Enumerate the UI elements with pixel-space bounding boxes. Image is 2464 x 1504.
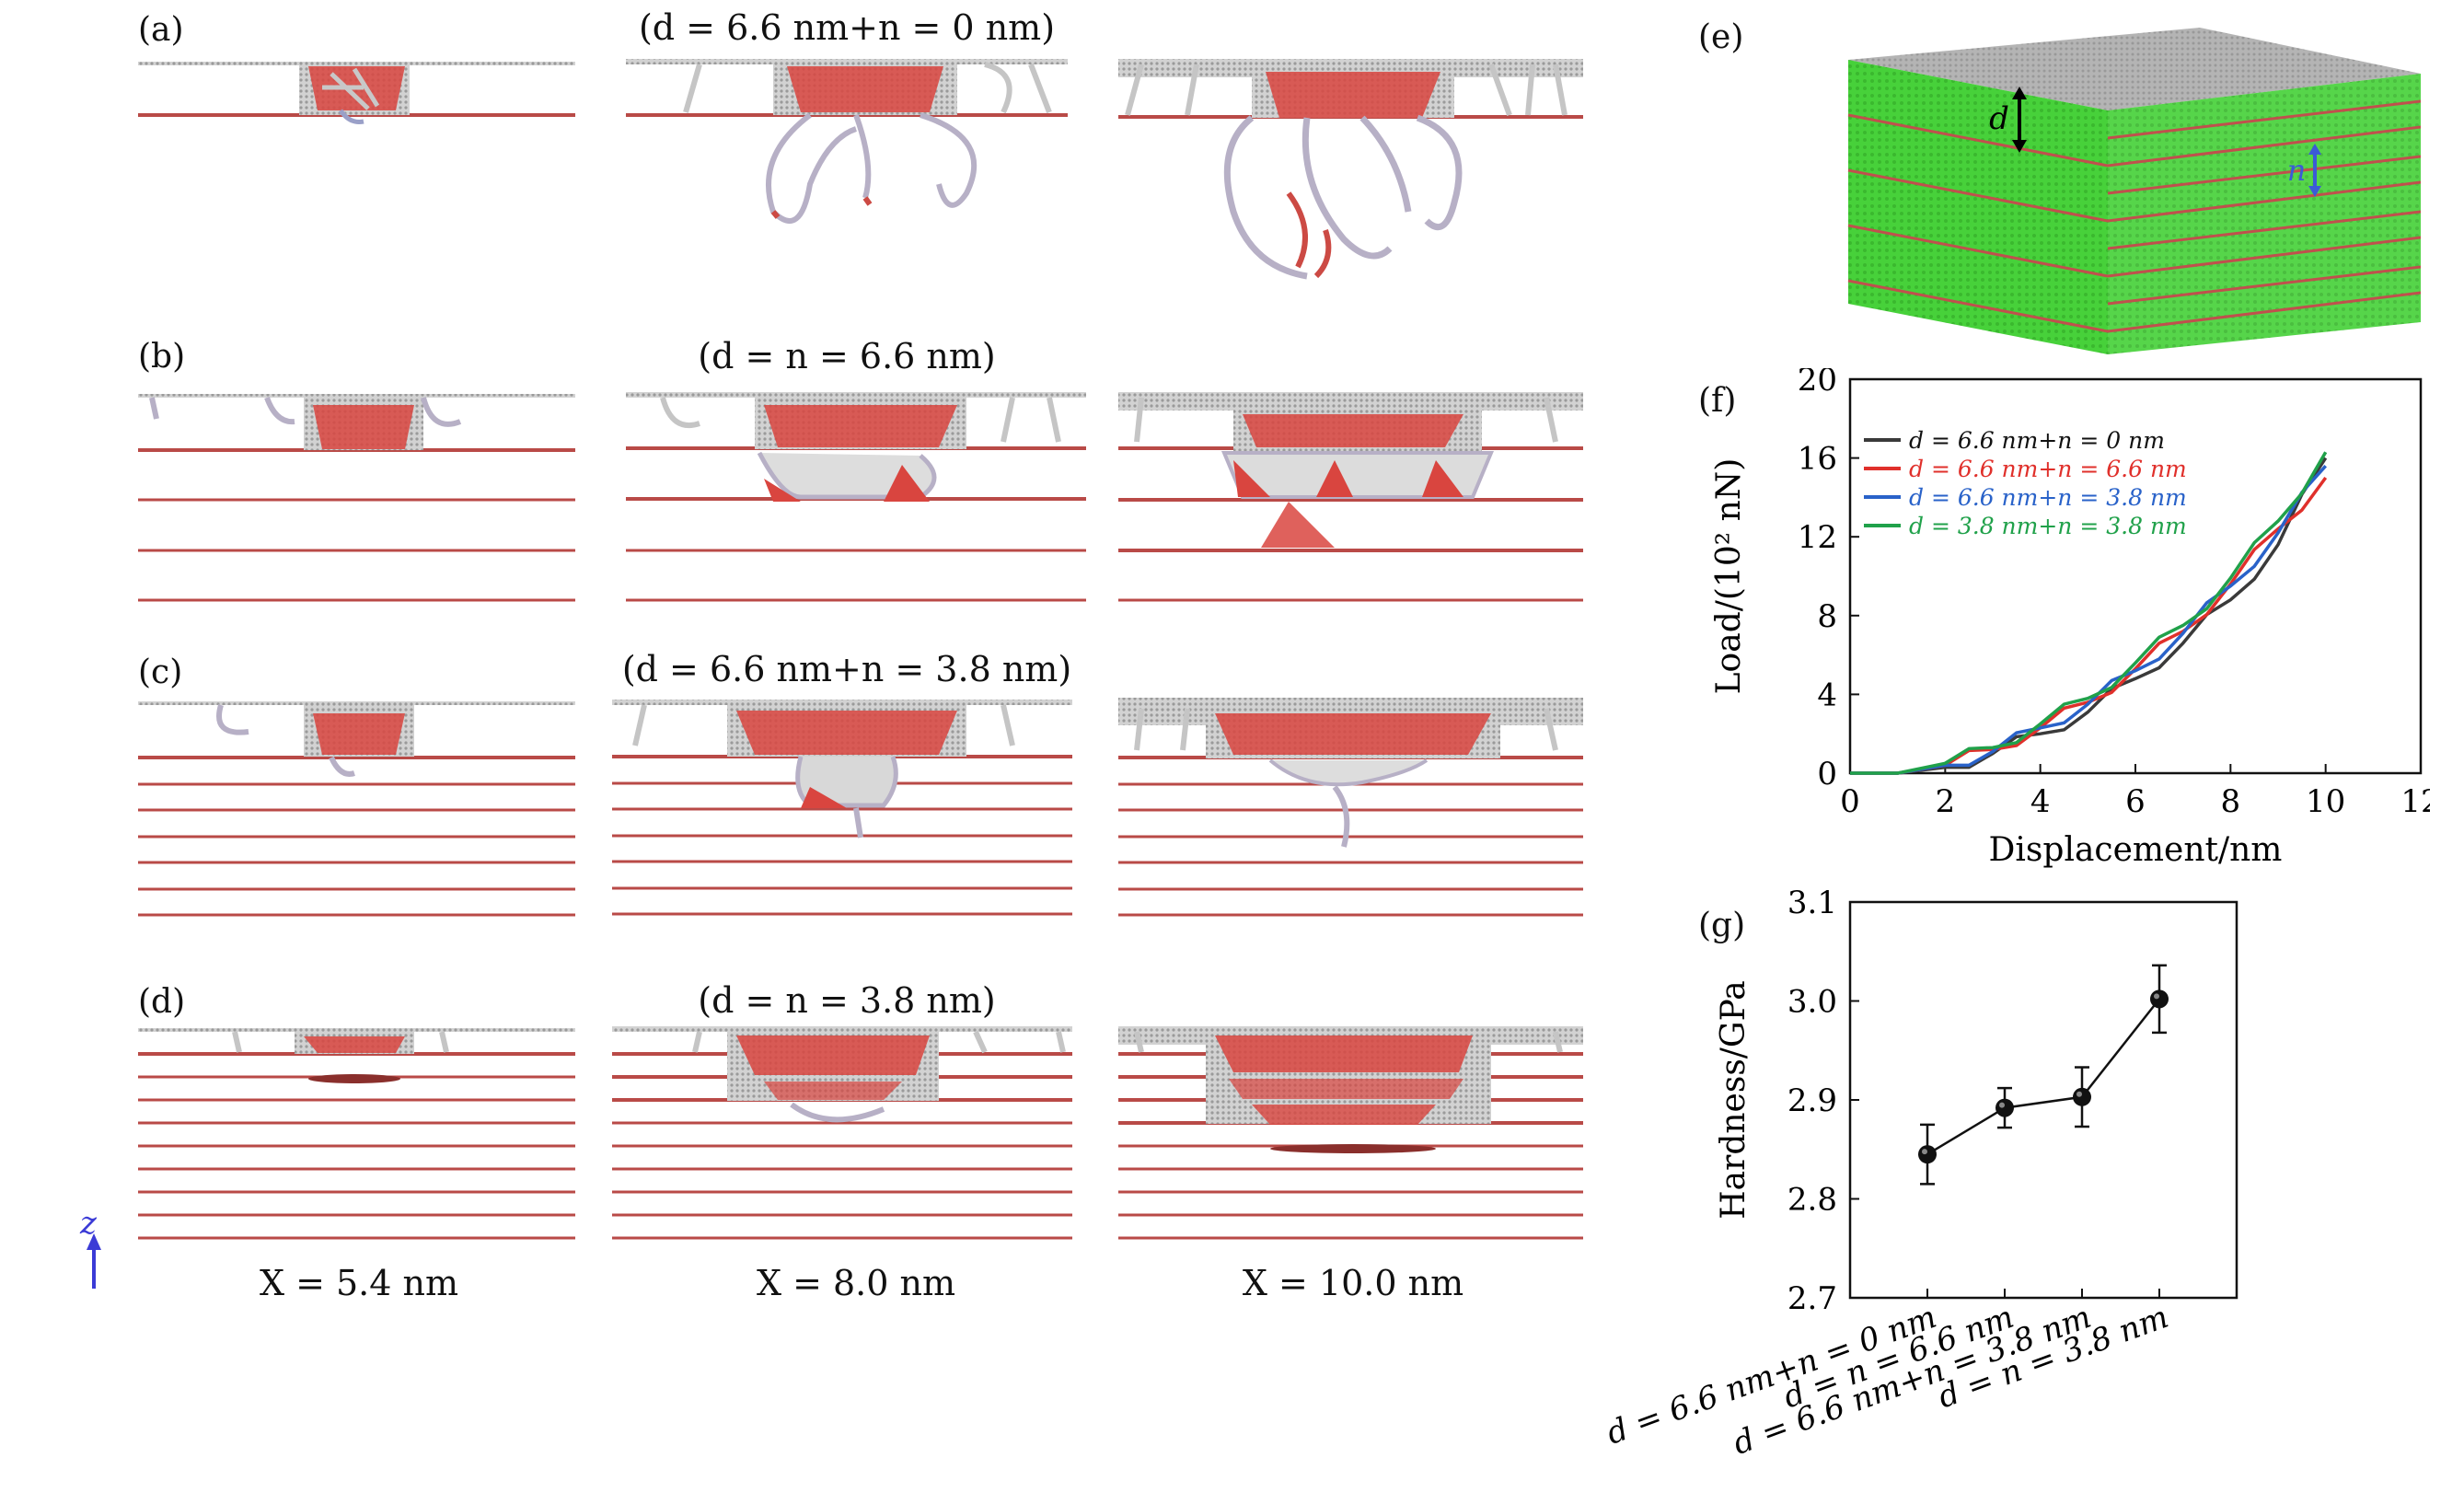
title-c: (d = 6.6 nm+n = 3.8 nm) [621,649,1072,689]
data-point-highlight [2076,1091,2082,1097]
data-point-highlight [2154,993,2159,1000]
y-tick-label: 0 [1817,756,1837,792]
data-point [2150,989,2169,1009]
snapshot-a-3 [1118,59,1583,280]
data-point [2073,1087,2091,1106]
snapshot-a-2 [626,59,1068,224]
legend-label: d = 6.6 nm+n = 0 nm [1909,427,2165,454]
axis-triad: z y x [59,1205,201,1289]
snapshot-c-3 [1118,698,1583,917]
series-line [1850,476,2328,775]
panel-label-a: (a) [138,11,184,49]
y-axis-title: Hardness/GPa [1715,980,1753,1220]
data-point-highlight [1999,1102,2005,1108]
load-displacement-chart: 024681012048121620 d = 6.6 nm+n = 0 nmd … [1710,368,2430,869]
y-tick-label: 8 [1817,598,1837,635]
plot-frame [1848,900,2238,1300]
series-line [1850,451,2328,775]
model-schematic: d n [1847,28,2421,354]
panel-label-g: (g) [1698,907,1746,944]
legend-label: d = 6.6 nm+n = 3.8 nm [1909,484,2187,511]
snapshot-c-1 [138,701,575,917]
legend-label: d = 6.6 nm+n = 6.6 nm [1909,456,2187,482]
y-axis-label: y [180,1286,201,1289]
snapshot-d-1 [138,1028,575,1240]
title-d: (d = n = 3.8 nm) [698,980,996,1021]
y-tick-label: 16 [1798,441,1837,478]
z-axis-label: z [79,1205,98,1242]
z-arrow-icon [87,1233,101,1250]
hardness-chart: 2.72.82.93.03.1d = 6.6 nm+n = 0 nmd = n … [1602,885,2238,1463]
legend: d = 6.6 nm+n = 0 nmd = 6.6 nm+n = 6.6 nm… [1864,427,2187,539]
x-axis-label: x [59,1286,76,1289]
snapshot-d-2 [612,1026,1072,1240]
x-tick-label: 10 [2306,783,2345,820]
snapshot-d-3 [1118,1026,1583,1240]
y-axis-title: Load/(10² nN) [1710,458,1748,695]
panel-label-e: (e) [1698,18,1744,56]
y-tick-label: 2.8 [1787,1182,1837,1219]
x-tick-label: 8 [2221,783,2241,820]
caption-col-3: X = 10.0 nm [1242,1263,1464,1303]
legend-label: d = 3.8 nm+n = 3.8 nm [1909,513,2187,539]
data-point [1995,1098,2014,1117]
d-label: d [1989,100,2009,137]
n-label: n [2287,153,2307,188]
x-tick-label: 0 [1840,783,1860,820]
y-tick-label: 3.1 [1787,885,1837,921]
x-tick-label: 12 [2400,783,2430,820]
series-line [1926,998,2160,1156]
panel-label-f: (f) [1698,382,1737,420]
y-tick-label: 20 [1798,368,1837,399]
caption-col-1: X = 5.4 nm [259,1263,459,1303]
snapshot-b-3 [1118,392,1583,602]
series-line [1850,465,2328,775]
y-tick-label: 12 [1798,519,1837,556]
x-tick-label: 4 [2030,783,2051,820]
n-arrow: n [2287,144,2321,197]
arrow-up-icon [2308,144,2321,155]
y-tick-label: 2.9 [1787,1082,1837,1119]
data-point-highlight [1922,1149,1927,1155]
x-tick-label: 2 [1936,783,1956,820]
arrow-down-icon [2308,186,2321,197]
snapshot-c-2 [612,700,1072,916]
panel-label-b: (b) [138,338,186,376]
title-b: (d = n = 6.6 nm) [698,336,996,376]
arrow-down-icon [2012,140,2027,153]
x-axis-title: Displacement/nm [1989,831,2283,869]
snapshot-a-1 [138,62,575,124]
d-arrow: d [1989,87,2027,153]
snapshot-b-2 [626,392,1086,602]
y-tick-label: 2.7 [1787,1280,1837,1317]
title-a: (d = 6.6 nm+n = 0 nm) [638,7,1056,48]
snapshot-b-1 [138,394,575,602]
md-snapshots: z y x [59,59,1583,1289]
data-point [1918,1145,1937,1164]
caption-col-2: X = 8.0 nm [756,1263,956,1303]
x-tick-label: 6 [2125,783,2146,820]
panel-label-d: (d) [138,983,186,1021]
y-tick-label: 3.0 [1787,984,1837,1021]
y-tick-label: 4 [1817,677,1837,713]
panel-label-c: (c) [138,654,183,691]
arrow-up-icon [2012,87,2027,99]
